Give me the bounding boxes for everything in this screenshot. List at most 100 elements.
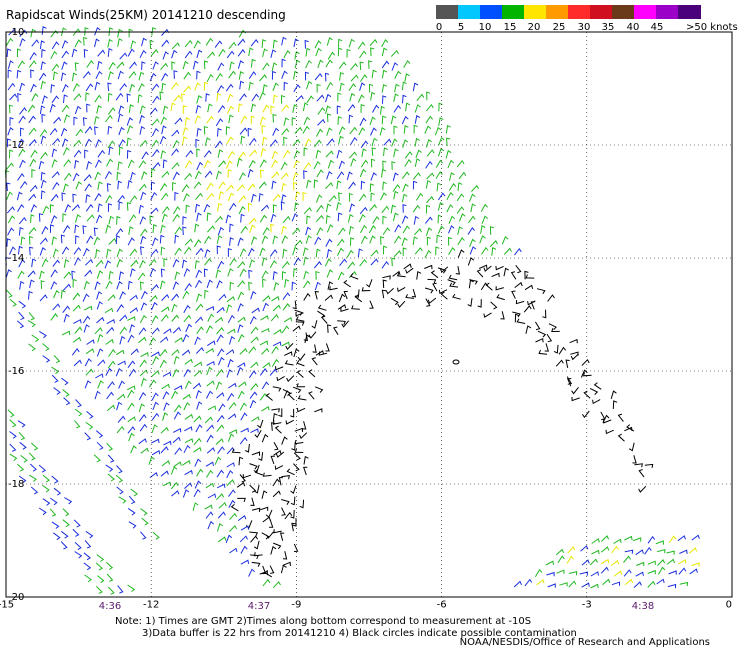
wind-barb <box>326 224 334 233</box>
wind-barb <box>370 172 377 181</box>
wind-barb <box>216 235 223 244</box>
wind-barb <box>602 578 611 586</box>
wind-barb <box>206 447 216 454</box>
wind-barb <box>438 117 444 126</box>
wind-barb <box>6 37 14 46</box>
wind-barb <box>17 204 25 212</box>
wind-barb <box>361 148 367 158</box>
wind-barb <box>38 507 47 516</box>
wind-barb <box>253 540 260 550</box>
wind-barb <box>196 70 201 80</box>
wind-barb <box>337 304 347 310</box>
wind-barb <box>192 502 199 511</box>
wind-barb <box>290 509 295 519</box>
wind-barb <box>227 192 235 201</box>
wind-barb <box>284 351 293 356</box>
wind-barb <box>227 169 232 178</box>
wind-barb <box>581 410 590 419</box>
wind-barb <box>216 369 224 377</box>
wind-barb <box>130 348 139 355</box>
wind-barb <box>162 105 169 115</box>
wind-barb <box>438 136 445 146</box>
wind-barb <box>237 333 245 343</box>
wind-barb <box>171 148 179 156</box>
legend-label: 0 <box>435 22 443 33</box>
wind-barb <box>358 193 367 202</box>
wind-barb <box>95 70 103 80</box>
wind-barb <box>17 93 22 102</box>
wind-barb <box>94 126 99 135</box>
legend-swatch <box>678 5 701 19</box>
wind-barb <box>371 147 376 156</box>
wind-barb <box>161 82 167 92</box>
wind-barb <box>303 292 311 301</box>
wind-barb <box>247 168 254 178</box>
wind-barb <box>425 298 431 307</box>
wind-barb <box>195 424 203 433</box>
wind-barb <box>74 105 82 115</box>
wind-barb <box>207 493 217 499</box>
wind-speed-legend: 0 5 10 15 20 25 30 35 40 45 >50 knots <box>435 5 738 37</box>
wind-barb <box>86 339 95 345</box>
wind-barb <box>292 139 301 147</box>
wind-barb <box>293 463 300 472</box>
wind-barb <box>273 542 282 550</box>
wind-barb <box>206 182 214 191</box>
wind-barb <box>172 281 180 290</box>
wind-barb <box>74 39 82 48</box>
wind-barb <box>305 59 312 69</box>
wind-barb <box>272 82 279 91</box>
wind-barb <box>107 454 115 463</box>
wind-barb <box>382 215 387 225</box>
wind-barb <box>393 125 398 135</box>
wind-barb <box>228 489 236 497</box>
wind-barb <box>281 475 290 480</box>
wind-barb <box>95 430 104 439</box>
wind-barb <box>396 272 406 278</box>
wind-barb <box>424 264 433 270</box>
wind-barb <box>173 355 180 365</box>
wind-barb <box>62 305 71 314</box>
wind-barb <box>204 235 212 244</box>
wind-barb <box>240 115 248 124</box>
wind-barb <box>285 419 294 425</box>
wind-barb <box>524 578 533 587</box>
wind-barb <box>174 447 183 455</box>
wind-barb <box>30 149 38 158</box>
wind-barb <box>40 135 47 145</box>
wind-barb <box>455 266 461 275</box>
wind-barb <box>249 391 258 399</box>
wind-barb <box>28 343 36 352</box>
wind-barb <box>203 159 211 169</box>
wind-barb <box>50 193 59 202</box>
wind-barb <box>174 337 183 343</box>
wind-barb <box>130 445 137 454</box>
wind-barb <box>217 446 225 454</box>
wind-barb <box>42 474 50 483</box>
wind-barb <box>161 125 167 135</box>
wind-barb <box>173 461 182 468</box>
wind-barb <box>139 105 146 114</box>
legend-swatch <box>458 5 481 19</box>
wind-barb <box>203 60 209 70</box>
wind-barb <box>72 528 80 537</box>
legend-label: 45 <box>650 22 664 33</box>
legend-label: 30 <box>577 22 591 33</box>
wind-barb <box>273 94 278 104</box>
wind-barb <box>414 228 422 236</box>
wind-barb <box>392 212 399 222</box>
wind-barb <box>171 349 180 356</box>
wind-barb <box>294 448 304 453</box>
wind-barb <box>258 192 264 202</box>
wind-barb <box>239 535 248 543</box>
wind-barb <box>7 69 12 79</box>
wind-barb <box>281 271 287 280</box>
wind-barb <box>127 159 135 168</box>
wind-barb <box>152 95 160 104</box>
wind-barb <box>117 38 123 47</box>
wind-barb <box>225 534 233 544</box>
wind-barb <box>382 279 387 289</box>
wind-barb <box>206 279 213 289</box>
wind-barb <box>269 519 274 528</box>
wind-barb <box>172 436 181 444</box>
